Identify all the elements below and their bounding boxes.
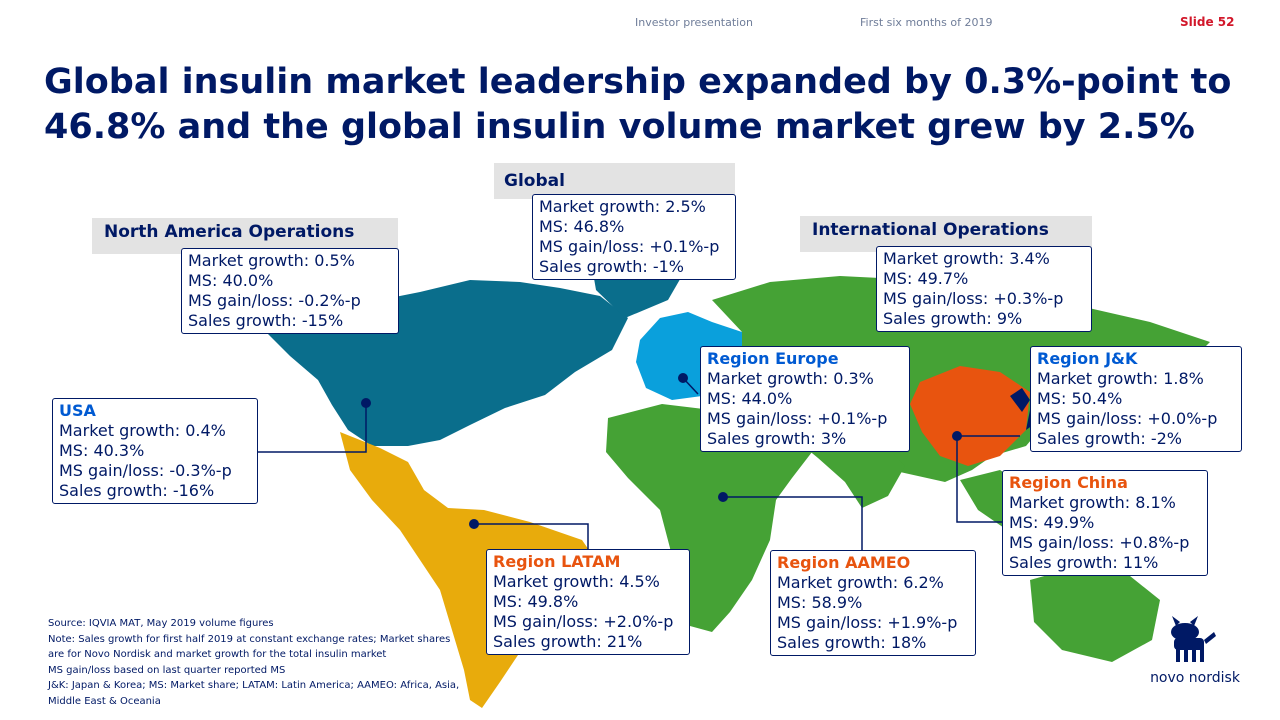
global-market-growth: Market growth: 2.5% <box>539 197 706 216</box>
na-market-growth: Market growth: 0.5% <box>188 251 355 270</box>
aameo-box: Region AAMEO Market growth: 6.2% MS: 58.… <box>770 550 976 656</box>
footnotes: Source: IQVIA MAT, May 2019 volume figur… <box>48 616 468 709</box>
apis-bull-icon <box>1171 616 1216 662</box>
europe-sales-growth: Sales growth: 3% <box>707 429 847 448</box>
connector-latam <box>474 523 589 550</box>
aameo-title: Region AAMEO <box>777 553 911 572</box>
china-box: Region China Market growth: 8.1% MS: 49.… <box>1002 470 1208 576</box>
latam-ms-gain: MS gain/loss: +2.0%-p <box>493 612 674 631</box>
marker-europe <box>678 373 688 383</box>
europe-market-growth: Market growth: 0.3% <box>707 369 874 388</box>
io-sales-growth: Sales growth: 9% <box>883 309 1023 328</box>
jk-ms: MS: 50.4% <box>1037 389 1123 408</box>
usa-ms-gain: MS gain/loss: -0.3%-p <box>59 461 232 480</box>
map-australia <box>1030 566 1160 662</box>
europe-ms: MS: 44.0% <box>707 389 793 408</box>
io-ms: MS: 49.7% <box>883 269 969 288</box>
footnote-source: Source: IQVIA MAT, May 2019 volume figur… <box>48 618 274 629</box>
marker-latam <box>469 519 479 529</box>
jk-title: Region J&K <box>1037 349 1138 368</box>
aameo-sales-growth: Sales growth: 18% <box>777 633 927 652</box>
marker-aameo <box>718 492 728 502</box>
aameo-ms: MS: 58.9% <box>777 593 863 612</box>
connector-usa <box>257 403 367 453</box>
latam-title: Region LATAM <box>493 552 621 571</box>
presentation-label: Investor presentation <box>635 16 753 29</box>
slide-number: Slide 52 <box>1180 15 1235 29</box>
europe-title: Region Europe <box>707 349 839 368</box>
latam-sales-growth: Sales growth: 21% <box>493 632 643 651</box>
na-sales-growth: Sales growth: -15% <box>188 311 344 330</box>
marker-china <box>952 431 962 441</box>
period-label: First six months of 2019 <box>860 16 993 29</box>
footnote-note: Note: Sales growth for first half 2019 a… <box>48 633 451 661</box>
global-ms: MS: 46.8% <box>539 217 625 236</box>
connector-aameo <box>723 496 863 550</box>
jk-ms-gain: MS gain/loss: +0.0%-p <box>1037 409 1218 428</box>
global-box: Market growth: 2.5% MS: 46.8% MS gain/lo… <box>532 194 736 280</box>
na-ms: MS: 40.0% <box>188 271 274 290</box>
usa-sales-growth: Sales growth: -16% <box>59 481 215 500</box>
footnote-abbreviations: J&K: Japan & Korea; MS: Market share; LA… <box>48 680 460 707</box>
international-box: Market growth: 3.4% MS: 49.7% MS gain/lo… <box>876 246 1092 332</box>
novo-nordisk-logo: novo nordisk <box>1150 612 1240 686</box>
slide-title: Global insulin market leadership expande… <box>44 62 1232 147</box>
aameo-ms-gain: MS gain/loss: +1.9%-p <box>777 613 958 632</box>
north-america-box: Market growth: 0.5% MS: 40.0% MS gain/lo… <box>181 248 399 334</box>
io-ms-gain: MS gain/loss: +0.3%-p <box>883 289 1064 308</box>
global-ms-gain: MS gain/loss: +0.1%-p <box>539 237 720 256</box>
connector-china <box>956 436 1004 523</box>
usa-title: USA <box>59 401 96 420</box>
europe-box: Region Europe Market growth: 0.3% MS: 44… <box>700 346 910 452</box>
global-sales-growth: Sales growth: -1% <box>539 257 684 276</box>
usa-box: USA Market growth: 0.4% MS: 40.3% MS gai… <box>52 398 258 504</box>
na-ms-gain: MS gain/loss: -0.2%-p <box>188 291 361 310</box>
china-title: Region China <box>1009 473 1128 492</box>
latam-ms: MS: 49.8% <box>493 592 579 611</box>
map-africa <box>606 404 812 632</box>
china-ms: MS: 49.9% <box>1009 513 1095 532</box>
china-market-growth: Market growth: 8.1% <box>1009 493 1176 512</box>
logo-wordmark: novo nordisk <box>1150 670 1240 686</box>
map-china <box>910 366 1030 466</box>
marker-usa <box>361 398 371 408</box>
latam-box: Region LATAM Market growth: 4.5% MS: 49.… <box>486 549 690 655</box>
usa-market-growth: Market growth: 0.4% <box>59 421 226 440</box>
footnote-ms-gain: MS gain/loss based on last quarter repor… <box>48 664 286 676</box>
china-ms-gain: MS gain/loss: +0.8%-p <box>1009 533 1190 552</box>
aameo-market-growth: Market growth: 6.2% <box>777 573 944 592</box>
usa-ms: MS: 40.3% <box>59 441 145 460</box>
china-sales-growth: Sales growth: 11% <box>1009 553 1159 572</box>
map-latin-america <box>340 432 600 708</box>
global-header: Global <box>494 163 735 199</box>
latam-market-growth: Market growth: 4.5% <box>493 572 660 591</box>
jk-box: Region J&K Market growth: 1.8% MS: 50.4%… <box>1030 346 1242 452</box>
jk-sales-growth: Sales growth: -2% <box>1037 429 1182 448</box>
europe-ms-gain: MS gain/loss: +0.1%-p <box>707 409 888 428</box>
io-market-growth: Market growth: 3.4% <box>883 249 1050 268</box>
jk-market-growth: Market growth: 1.8% <box>1037 369 1204 388</box>
